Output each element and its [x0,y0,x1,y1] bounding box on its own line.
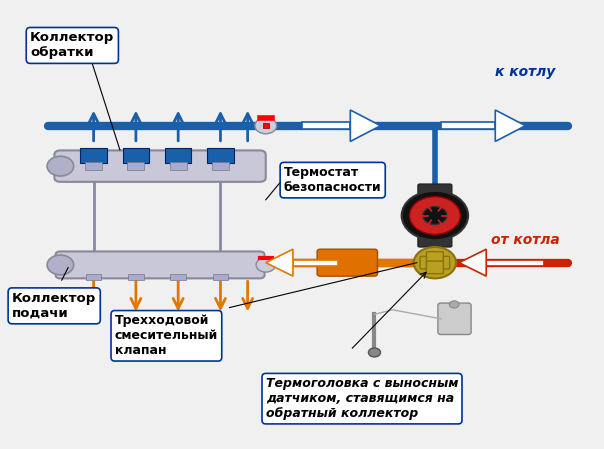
FancyBboxPatch shape [426,261,443,274]
Bar [80,148,107,163]
Circle shape [410,197,460,234]
FancyBboxPatch shape [426,251,443,264]
FancyBboxPatch shape [432,256,449,269]
Polygon shape [495,110,525,141]
Circle shape [414,247,456,278]
Circle shape [255,118,277,134]
Circle shape [47,255,74,275]
Bar [165,148,191,163]
Polygon shape [459,249,486,276]
FancyBboxPatch shape [438,303,471,335]
Bar [128,274,144,280]
Bar [207,148,234,163]
Circle shape [368,348,381,357]
Bar [170,274,186,280]
Text: Термоголовка с выносным
датчиком, ставящимся на
обратный коллектор: Термоголовка с выносным датчиком, ставящ… [266,377,458,420]
Circle shape [423,207,447,224]
Circle shape [47,156,74,176]
Bar [293,260,338,266]
Text: от котла: от котла [491,233,560,247]
Bar [170,162,187,170]
Text: Термостат
безопасности: Термостат безопасности [284,166,382,194]
Bar [85,162,102,170]
Bar [212,162,229,170]
FancyBboxPatch shape [54,150,266,182]
Text: к котлу: к котлу [495,65,556,79]
Bar [302,122,350,129]
Bar [123,148,149,163]
Text: Коллектор
обратки: Коллектор обратки [30,31,114,59]
Bar [263,123,269,128]
Text: Трехходовой
смесительный
клапан: Трехходовой смесительный клапан [115,314,218,357]
Polygon shape [350,110,381,141]
Circle shape [256,258,275,272]
Polygon shape [266,249,293,276]
Circle shape [449,301,459,308]
FancyBboxPatch shape [56,251,265,278]
FancyBboxPatch shape [418,184,452,198]
Circle shape [402,191,468,240]
FancyBboxPatch shape [420,256,437,269]
Bar [213,274,228,280]
Bar [86,274,101,280]
FancyBboxPatch shape [317,249,378,276]
Bar [127,162,144,170]
Bar [441,122,495,129]
FancyBboxPatch shape [418,233,452,247]
Text: Коллектор
подачи: Коллектор подачи [12,292,96,320]
Bar [486,260,544,266]
